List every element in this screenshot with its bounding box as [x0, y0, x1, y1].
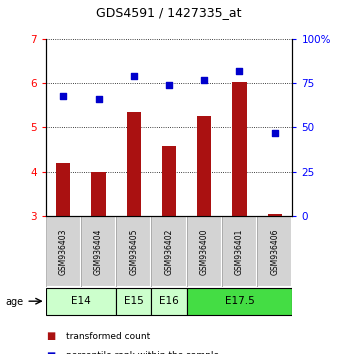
Text: percentile rank within the sample: percentile rank within the sample [66, 351, 219, 354]
Bar [116, 216, 151, 287]
Bar [81, 216, 116, 287]
Text: E15: E15 [124, 296, 144, 306]
Bar [116, 216, 151, 287]
Bar [81, 216, 116, 287]
Bar [187, 288, 292, 315]
Bar [151, 216, 187, 287]
Text: GSM936405: GSM936405 [129, 228, 138, 275]
Text: E14: E14 [71, 296, 91, 306]
Text: GDS4591 / 1427335_at: GDS4591 / 1427335_at [96, 6, 242, 19]
Text: GSM936401: GSM936401 [235, 228, 244, 275]
Bar [187, 216, 222, 287]
Bar [233, 82, 246, 216]
Text: GSM936404: GSM936404 [94, 228, 103, 275]
Text: E16: E16 [159, 296, 179, 306]
Bar [197, 116, 211, 216]
Point [166, 82, 172, 88]
Text: GSM936406: GSM936406 [270, 228, 279, 275]
Point [131, 73, 137, 79]
Bar [162, 147, 176, 216]
Text: GSM936402: GSM936402 [165, 228, 173, 275]
Bar [46, 288, 116, 315]
Bar [257, 216, 292, 287]
Bar [56, 163, 70, 216]
Text: age: age [5, 297, 23, 307]
Bar [116, 288, 151, 315]
Text: GSM936403: GSM936403 [59, 228, 68, 275]
Bar [222, 216, 257, 287]
Text: ■: ■ [46, 331, 55, 341]
Text: E17.5: E17.5 [225, 296, 255, 306]
Bar [92, 172, 105, 216]
Bar [268, 214, 282, 216]
Point [272, 130, 277, 136]
Bar [151, 288, 187, 315]
Point [201, 77, 207, 82]
Text: GSM936400: GSM936400 [200, 228, 209, 275]
Point [61, 93, 66, 98]
Bar [127, 112, 141, 216]
Bar [187, 216, 222, 287]
Bar [257, 216, 292, 287]
Text: ■: ■ [46, 351, 55, 354]
Bar [222, 216, 257, 287]
Bar [46, 216, 81, 287]
Bar [151, 216, 187, 287]
Bar [46, 216, 81, 287]
Point [96, 96, 101, 102]
Point [237, 68, 242, 74]
Text: transformed count: transformed count [66, 332, 150, 341]
